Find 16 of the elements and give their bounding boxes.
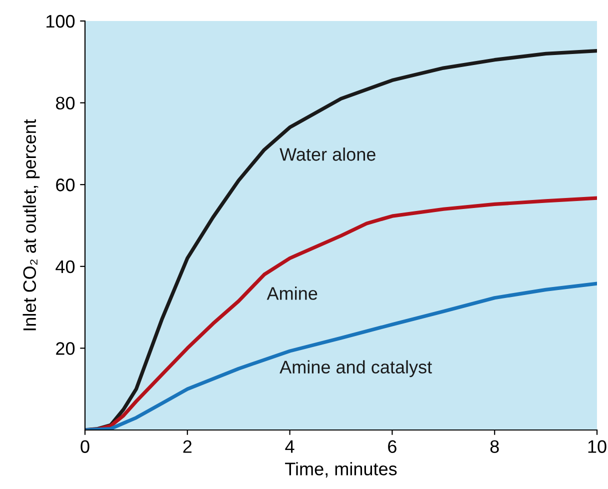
- y-tick-label: 20: [56, 342, 75, 355]
- series-label: Amine and catalyst: [280, 360, 432, 378]
- y-tick-label: 100: [46, 14, 75, 28]
- x-tick-label: 2: [183, 440, 192, 453]
- y-tick-label: 80: [56, 96, 75, 110]
- x-tick-label: 0: [80, 440, 90, 453]
- x-axis-title: Time, minutes: [285, 462, 397, 478]
- y-tick-label: 40: [56, 260, 75, 274]
- y-axis-title: Inlet CO₂ at outlet, percent: [22, 119, 40, 330]
- x-tick-label: 10: [588, 440, 606, 453]
- series-label: Water alone: [280, 148, 376, 161]
- series-label: Amine: [266, 286, 318, 300]
- x-tick-label: 4: [285, 440, 294, 453]
- x-tick-label: 8: [490, 440, 499, 453]
- y-tick-label: 60: [56, 178, 75, 192]
- x-tick-label: 6: [388, 440, 396, 453]
